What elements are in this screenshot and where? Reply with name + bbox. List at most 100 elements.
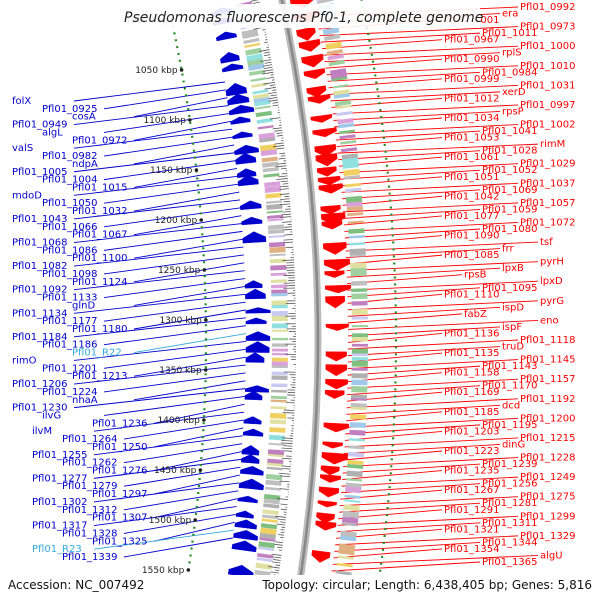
gene-label: ispF (502, 322, 522, 333)
gene-label: ilvG (42, 410, 61, 421)
kbp-tick-mark (193, 518, 198, 522)
cog-track-forward (331, 76, 348, 82)
cog-track-forward (346, 478, 363, 482)
title-backdrop (110, 4, 480, 28)
gc-skew-bar (275, 541, 284, 544)
cog-track-reverse (241, 28, 259, 38)
gene-label: Pfl01_0990 (444, 54, 500, 65)
cog-track-forward (351, 288, 368, 293)
gene-label: dinG (502, 439, 525, 450)
forward-gene-arrow (298, 38, 321, 52)
left-label-leader (133, 333, 247, 354)
left-label-leader (103, 278, 245, 298)
gene-label: Pfl01_1053 (444, 133, 500, 144)
right-label-leader (340, 483, 481, 494)
gc-skew-bar (279, 480, 290, 483)
cog-track-forward (326, 49, 344, 56)
gc-skew-bar (279, 188, 289, 190)
gc-skew-bar (278, 157, 286, 160)
cog-track-reverse (264, 181, 281, 188)
cog-track-forward (348, 438, 366, 442)
cog-track-forward (351, 343, 368, 347)
right-label-leader (329, 84, 519, 95)
cog-track-reverse (242, 33, 259, 39)
left-label-leader (133, 97, 228, 118)
left-label-leader (133, 215, 242, 236)
gene-label: Pfl01_1249 (520, 472, 576, 483)
cog-track-reverse (263, 503, 280, 509)
gene-label: Pfl01_1170 (482, 381, 538, 392)
kbp-tick-label: 1100 kbp (143, 116, 186, 126)
gene-label: Pfl01_1186 (42, 340, 98, 351)
gc-skew-bar (283, 450, 293, 452)
gc-skew-bar (277, 546, 283, 549)
right-label-leader (342, 470, 443, 481)
cog-track-forward (323, 33, 341, 41)
cog-track-reverse (252, 89, 269, 95)
forward-gene-arrow (307, 93, 331, 104)
reverse-gene-arrow (245, 341, 270, 353)
cog-track-forward (344, 494, 361, 499)
gc-skew-bar (280, 155, 286, 157)
right-label-leader (332, 555, 539, 565)
left-label-leader (93, 458, 242, 479)
cog-track-reverse (254, 569, 271, 575)
cog-track-reverse (243, 37, 260, 44)
right-gene-labels: Pfl01_0992eraPfl01_1001Pfl01_0973Pfl01_1… (444, 2, 576, 568)
forward-gene-arrow (306, 592, 325, 600)
gene-label: Pfl01_1311 (482, 518, 538, 529)
reverse-gene-arrow (244, 385, 270, 393)
reverse-gene-arrow (241, 445, 260, 456)
gc-skew-bar (280, 198, 290, 201)
left-label-leader (123, 537, 233, 558)
gc-skew-bar (260, 59, 272, 62)
cog-track-forward (335, 574, 337, 575)
gc-skew-bar (277, 162, 287, 165)
right-label-leader (341, 189, 481, 200)
gc-skew-bar (284, 226, 293, 228)
gene-label: algU (540, 550, 563, 561)
gene-label: Pfl01_0972 (72, 135, 128, 146)
gene-label: Pfl01_1262 (62, 458, 118, 469)
gc-skew-bar (282, 468, 291, 470)
cog-track-reverse (263, 173, 280, 178)
right-label-leader (345, 424, 481, 435)
gene-label: Pfl01_1059 (482, 204, 538, 215)
cog-track-forward (337, 555, 354, 560)
gc-skew-bar (274, 543, 283, 546)
forward-gene-arrow (325, 378, 348, 390)
cog-track-reverse (261, 514, 279, 520)
right-label-leader (336, 137, 443, 148)
gene-label: Pfl01_1192 (520, 394, 576, 405)
gene-label: Pfl01_1185 (444, 407, 500, 418)
gc-skew-bar (280, 180, 289, 183)
cog-track-forward (351, 325, 368, 328)
cog-track-forward (344, 499, 361, 503)
gene-label: Pfl01_1312 (62, 505, 118, 516)
gene-label: Pfl01_1034 (444, 113, 500, 124)
gene-label: Pfl01_1224 (42, 387, 98, 398)
reverse-gene-arrow (238, 478, 264, 491)
gene-label: Pfl01_1082 (12, 261, 68, 272)
cog-track-reverse (267, 218, 284, 222)
forward-gene-arrow (315, 153, 338, 167)
gene-label: Pfl01_1215 (520, 433, 576, 444)
gene-label: lpxD (540, 276, 563, 287)
gene-label: dcd (502, 400, 520, 411)
cog-track-reverse (268, 229, 285, 234)
gene-label: Pfl01_1169 (444, 387, 500, 398)
gene-label: Pfl01_1239 (482, 459, 538, 470)
gene-label: Pfl01_1124 (72, 277, 128, 288)
gc-skew-bar (276, 178, 288, 181)
cog-track-reverse (265, 192, 282, 199)
gene-label: Pfl01_1307 (92, 513, 148, 524)
cog-track-forward (342, 510, 360, 519)
left-label-leader (103, 183, 239, 204)
gene-label: Pfl01_0925 (42, 104, 98, 115)
right-label-leader (346, 261, 539, 272)
right-label-leader (347, 313, 463, 324)
cog-track-reverse (271, 361, 288, 367)
left-label-leader (73, 293, 246, 314)
gene-label: Pfl01_1077 (444, 211, 500, 222)
